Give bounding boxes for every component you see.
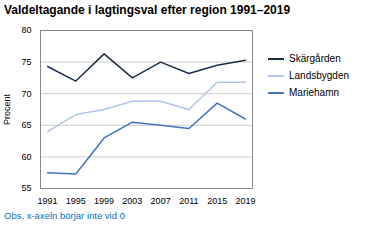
html-text:Obs, x-axeln börjar inte vid 0: Obs, x-axeln börjar inte vid 0 <box>4 210 125 221</box>
svg-text:2011: 2011 <box>179 196 198 206</box>
svg-text:2003: 2003 <box>122 196 142 206</box>
html-text:Valdeltagande i lagtingsval ef: Valdeltagande i lagtingsval efter region… <box>4 3 291 17</box>
svg-text:2015: 2015 <box>207 196 227 206</box>
svg-text:2007: 2007 <box>151 196 171 206</box>
svg-text:60: 60 <box>21 152 31 162</box>
svg-text:80: 80 <box>21 25 31 35</box>
html-text:Mariehamn: Mariehamn <box>289 87 339 98</box>
svg-text:1991: 1991 <box>38 196 58 206</box>
svg-text:1999: 1999 <box>94 196 114 206</box>
svg-text:2019: 2019 <box>235 196 255 206</box>
svg-text:75: 75 <box>21 57 31 67</box>
svg-text:70: 70 <box>21 89 31 99</box>
svg-text:Procent: Procent <box>2 93 12 125</box>
svg-text:1995: 1995 <box>66 196 86 206</box>
svg-text:65: 65 <box>21 120 31 130</box>
svg-text:55: 55 <box>21 183 31 193</box>
html-text:Skärgården: Skärgården <box>289 53 341 64</box>
html-text:Landsbygden: Landsbygden <box>289 70 350 81</box>
